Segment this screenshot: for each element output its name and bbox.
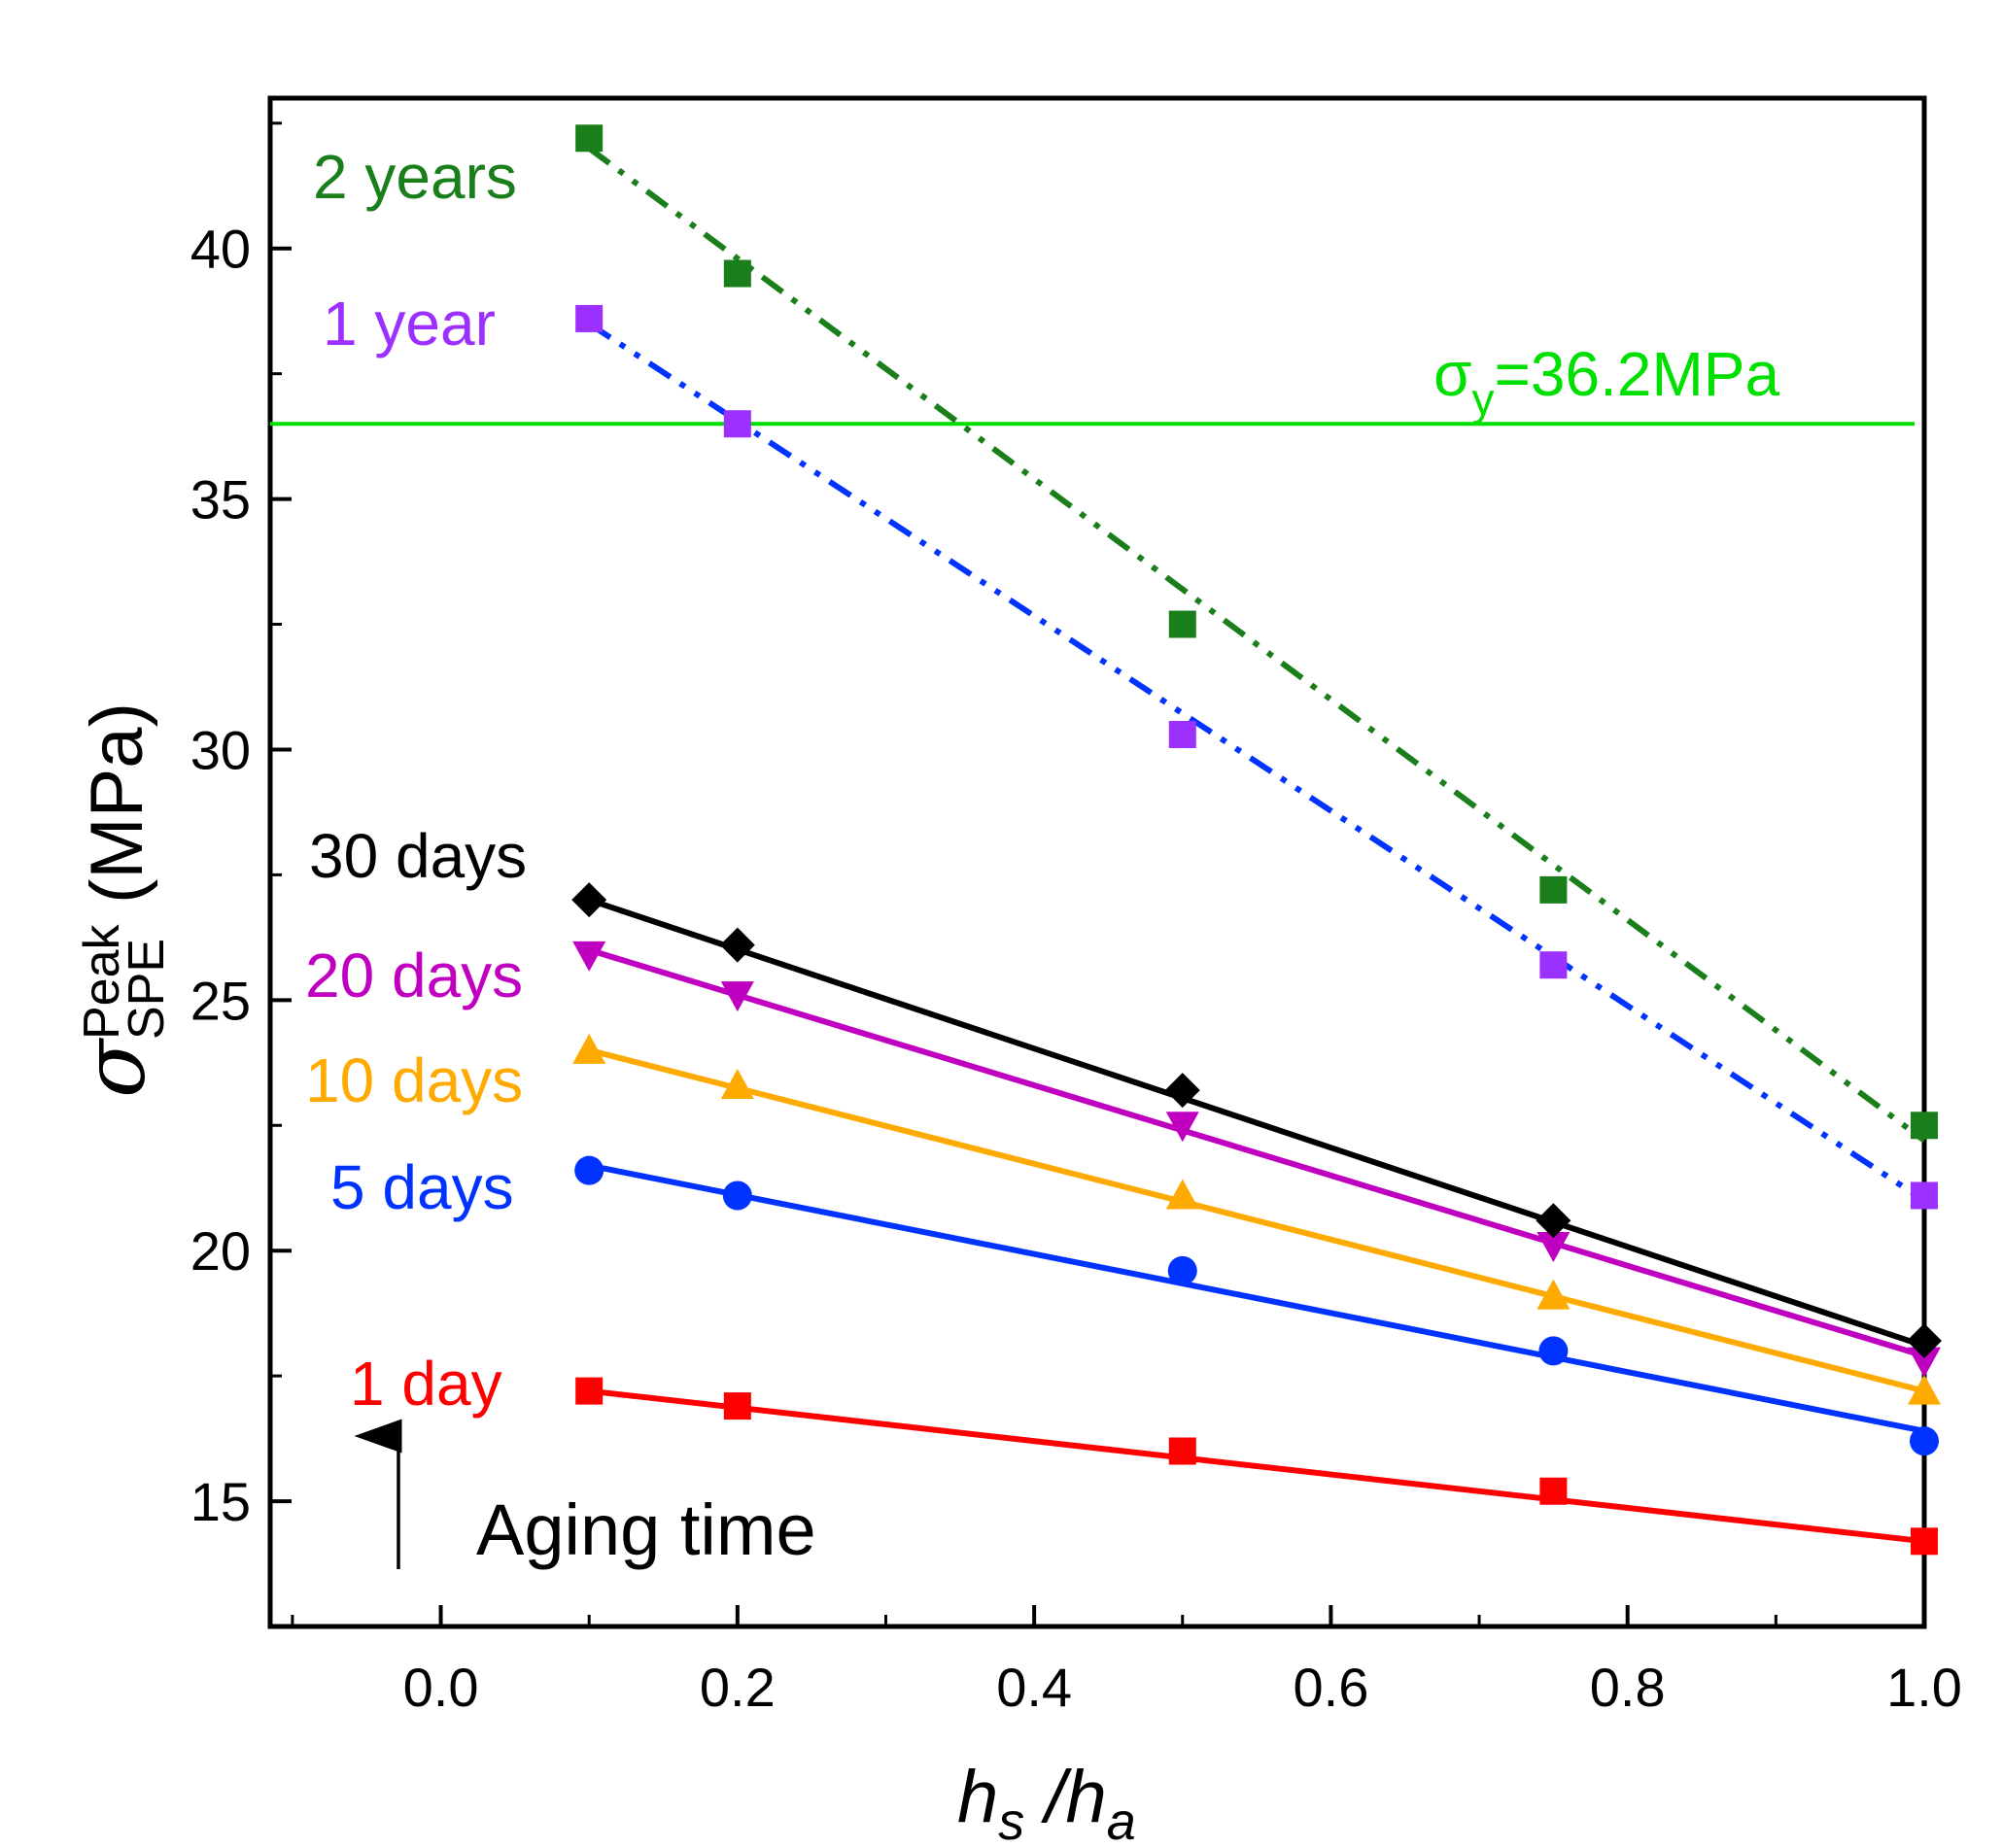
data-point-5-days [722,1181,752,1211]
data-point-20-days [720,981,754,1012]
aging-time-label: Aging time [476,1489,816,1570]
data-point-20-days [1536,1232,1571,1263]
data-point-2-years [1539,875,1568,904]
x-tick-label: 0.8 [1590,1657,1666,1718]
data-point-10-days [1908,1374,1941,1405]
x-label-separator: /h [1024,1756,1107,1838]
data-point-5-days [1910,1426,1939,1456]
data-point-10-days [572,1033,606,1064]
data-point-20-days [572,941,606,972]
data-point-2-years [723,259,751,288]
fit-line-2-years [587,146,1926,1144]
data-markers [571,124,1942,1556]
series-label-5-days: 5 days [330,1152,514,1222]
y-label-subscript: SPE [119,939,175,1040]
y-tick-label: 20 [190,1220,251,1282]
data-point-1-year [1911,1181,1938,1210]
data-point-1-year [1539,951,1568,979]
axis-ticks [270,121,1926,1628]
fit-line-5-days [588,1162,1925,1434]
data-point-20-days [1165,1112,1199,1143]
x-tick-label: 0.4 [996,1657,1072,1718]
fit-line-20-days [588,946,1925,1359]
data-point-1-year [1168,720,1196,748]
y-tick-label: 40 [190,219,251,280]
y-label-unit: (MPa) [76,702,158,904]
data-point-20-days [1908,1347,1941,1378]
data-point-1-day [1168,1437,1196,1465]
y-label-sigma: σ [64,1037,164,1098]
data-point-1-year [723,410,751,438]
series-label-30-days: 30 days [309,821,527,891]
series-label-10-days: 10 days [305,1045,523,1115]
fit-line-10-days [588,1046,1925,1394]
sigma-y-symbol: σ [1433,339,1472,409]
data-point-5-days [574,1155,604,1185]
x-label-sub-a: a [1107,1793,1136,1848]
x-label-h: h [957,1756,998,1838]
data-point-5-days [1538,1336,1569,1366]
y-axis-label: σ Peak SPE (MPa) [64,702,175,1098]
data-point-30-days [719,927,755,963]
data-point-1-day [723,1392,751,1420]
data-point-2-years [1911,1112,1938,1140]
reference-line-label: σy=36.2MPa [1433,339,1779,425]
sigma-y-subscript: y [1472,374,1495,425]
series-label-20-days: 20 days [305,941,523,1010]
data-point-30-days [1907,1323,1942,1359]
y-tick-label: 35 [190,469,251,530]
x-label-sub-s: s [998,1793,1024,1848]
y-tick-label: 30 [190,719,251,780]
data-point-1-day [1911,1527,1938,1556]
fit-line-1-year [587,321,1926,1204]
data-point-30-days [571,882,607,918]
data-point-1-year [575,304,604,332]
fit-line-1-day [588,1387,1925,1545]
x-tick-label: 1.0 [1886,1657,1962,1718]
y-label-superscript: Peak [74,923,130,1040]
y-tick-label: 25 [190,970,251,1031]
data-point-1-day [1539,1477,1568,1505]
data-point-30-days [1164,1073,1200,1109]
fit-lines [587,146,1926,1545]
series-label-2-years: 2 years [313,142,517,212]
data-point-2-years [575,124,604,153]
sigma-y-value: =36.2MPa [1495,339,1780,409]
x-tick-label: 0.0 [403,1657,479,1718]
data-point-5-days [1167,1255,1197,1285]
data-point-2-years [1168,610,1196,638]
data-point-10-days [1165,1179,1199,1210]
x-axis-label: hs /ha [957,1756,1136,1848]
y-tick-label: 15 [190,1471,251,1532]
x-tick-label: 0.2 [700,1657,776,1718]
y-tick-labels: 15 20 25 30 35 40 [190,219,251,1532]
data-point-1-day [575,1377,604,1405]
data-point-30-days [1536,1203,1571,1239]
series-label-1-day: 1 day [350,1349,502,1419]
x-tick-label: 0.6 [1293,1657,1368,1718]
data-point-10-days [1536,1279,1571,1310]
plot-area [267,95,1927,1629]
data-point-10-days [720,1069,754,1100]
x-tick-labels: 0.0 0.2 0.4 0.6 0.8 1.0 [403,1657,1962,1718]
series-label-1-year: 1 year [323,289,496,359]
fit-line-30-days [588,897,1925,1350]
